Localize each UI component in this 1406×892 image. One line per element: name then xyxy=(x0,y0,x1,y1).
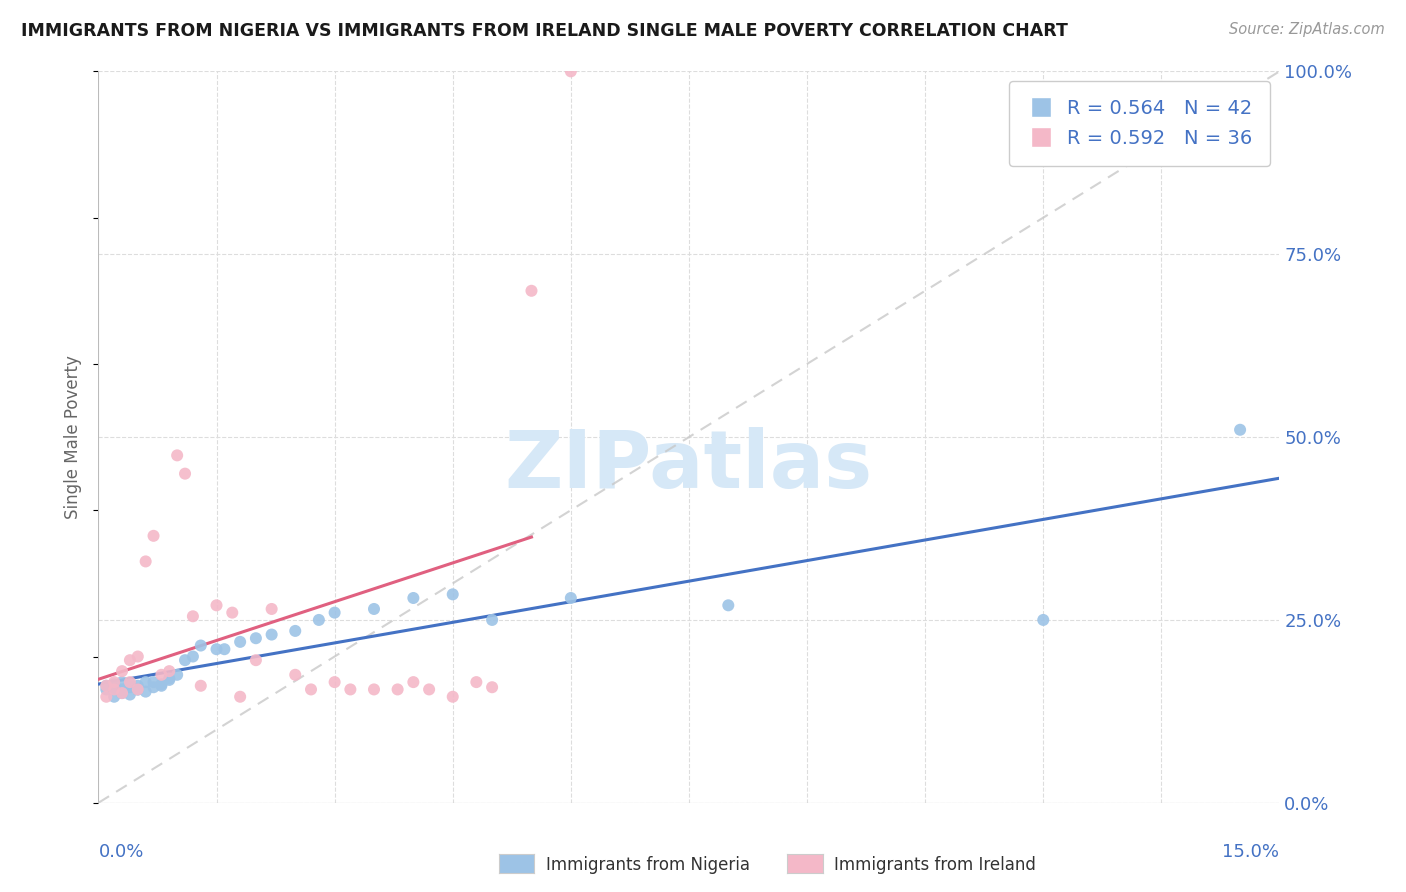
Point xyxy=(308,613,330,627)
Point xyxy=(245,632,267,646)
Point xyxy=(441,587,464,601)
Text: IMMIGRANTS FROM NIGERIA VS IMMIGRANTS FROM IRELAND SINGLE MALE POVERTY CORRELATI: IMMIGRANTS FROM NIGERIA VS IMMIGRANTS FR… xyxy=(21,22,1069,40)
Point xyxy=(181,609,204,624)
Point xyxy=(157,672,180,686)
Point xyxy=(387,682,409,697)
Point xyxy=(560,591,582,605)
Point xyxy=(190,639,212,653)
Point xyxy=(363,682,385,697)
Point xyxy=(150,679,173,693)
Point xyxy=(103,677,125,691)
Point xyxy=(118,653,141,667)
Point xyxy=(111,682,134,697)
Point xyxy=(520,284,543,298)
Point xyxy=(103,680,125,694)
Point xyxy=(127,682,149,697)
Text: 15.0%: 15.0% xyxy=(1222,843,1279,861)
Text: Immigrants from Ireland: Immigrants from Ireland xyxy=(834,856,1036,874)
Y-axis label: Single Male Poverty: Single Male Poverty xyxy=(65,355,83,519)
Point xyxy=(174,653,197,667)
Point xyxy=(190,679,212,693)
Point xyxy=(103,675,125,690)
Point xyxy=(127,682,149,697)
Point xyxy=(441,690,464,704)
Point xyxy=(260,602,283,616)
Legend: R = 0.564   N = 42, R = 0.592   N = 36: R = 0.564 N = 42, R = 0.592 N = 36 xyxy=(1008,81,1270,166)
Point xyxy=(118,677,141,691)
Point xyxy=(150,667,173,681)
Point xyxy=(205,642,228,657)
Point xyxy=(1032,613,1054,627)
Point xyxy=(118,675,141,690)
Point xyxy=(157,673,180,687)
Point xyxy=(135,554,157,568)
Point xyxy=(142,529,165,543)
Point xyxy=(402,675,425,690)
Point xyxy=(221,606,243,620)
Point xyxy=(481,613,503,627)
Point xyxy=(118,680,141,694)
Point xyxy=(260,627,283,641)
Point xyxy=(111,686,134,700)
Point xyxy=(142,675,165,690)
Point xyxy=(402,591,425,605)
Point xyxy=(142,680,165,694)
Point xyxy=(323,606,346,620)
Point xyxy=(323,675,346,690)
Point xyxy=(174,467,197,481)
Point xyxy=(166,449,188,463)
Text: ZIPatlas: ZIPatlas xyxy=(505,427,873,506)
Point xyxy=(111,664,134,678)
Point xyxy=(418,682,440,697)
Point xyxy=(118,688,141,702)
Text: Immigrants from Nigeria: Immigrants from Nigeria xyxy=(546,856,749,874)
Point xyxy=(205,599,228,613)
Text: 0.0%: 0.0% xyxy=(98,843,143,861)
Point xyxy=(166,667,188,681)
Point xyxy=(560,64,582,78)
Point xyxy=(127,682,149,697)
Point xyxy=(96,679,118,693)
Text: Source: ZipAtlas.com: Source: ZipAtlas.com xyxy=(1229,22,1385,37)
Point xyxy=(717,599,740,613)
Point xyxy=(1229,423,1251,437)
Point xyxy=(363,602,385,616)
Point xyxy=(127,649,149,664)
Point xyxy=(339,682,361,697)
Point xyxy=(103,682,125,697)
Point xyxy=(481,680,503,694)
Point xyxy=(284,667,307,681)
Point xyxy=(111,686,134,700)
Point xyxy=(127,679,149,693)
Point xyxy=(284,624,307,638)
Point xyxy=(214,642,236,657)
Point xyxy=(245,653,267,667)
Point xyxy=(181,649,204,664)
Point xyxy=(96,682,118,697)
Point xyxy=(135,675,157,690)
Point xyxy=(465,675,488,690)
Point xyxy=(229,635,252,649)
Point xyxy=(299,682,322,697)
Point xyxy=(96,679,118,693)
Point xyxy=(135,684,157,698)
Point xyxy=(229,690,252,704)
Point xyxy=(96,690,118,704)
Point xyxy=(103,690,125,704)
Point xyxy=(150,677,173,691)
Point xyxy=(111,675,134,690)
Point xyxy=(157,664,180,678)
